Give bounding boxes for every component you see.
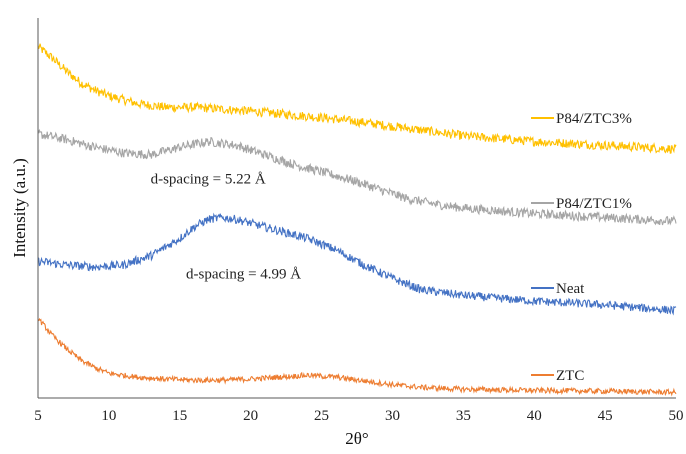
- x-tick-label: 20: [243, 408, 258, 424]
- series-line-p84-ztc3: [37, 43, 677, 154]
- y-axis-title: Intensity (a.u.): [10, 158, 29, 258]
- annotation-d-spacing-1: d-spacing = 5.22 Å: [151, 171, 266, 187]
- x-tick-label: 15: [172, 408, 187, 424]
- x-tick-label: 40: [527, 408, 542, 424]
- series-line-neat: [37, 212, 677, 316]
- x-tick-label: 25: [314, 408, 329, 424]
- legend-label-p84-ztc3: P84/ZTC3%: [556, 111, 632, 127]
- series-line-p84-ztc1: [37, 128, 677, 226]
- legend: P84/ZTC3% P84/ZTC1% Neat ZTC: [531, 111, 632, 384]
- legend-label-ztc: ZTC: [556, 368, 584, 384]
- x-tick-labels: 5 10 15 20 25 30 35 40 45 50: [34, 408, 683, 424]
- x-tick-label: 50: [669, 408, 684, 424]
- x-tick-label: 30: [385, 408, 400, 424]
- x-tick-label: 5: [34, 408, 42, 424]
- x-axis-title: 2θ°: [345, 429, 368, 448]
- series-line-ztc: [37, 317, 677, 397]
- x-tick-label: 10: [101, 408, 116, 424]
- x-tick-label: 35: [456, 408, 471, 424]
- annotation-d-spacing-2: d-spacing = 4.99 Å: [186, 266, 301, 282]
- legend-label-neat: Neat: [556, 281, 585, 297]
- series-layer: [37, 43, 677, 397]
- x-tick-label: 45: [598, 408, 613, 424]
- annotations: d-spacing = 5.22 Å d-spacing = 4.99 Å: [151, 171, 302, 282]
- legend-label-p84-ztc1: P84/ZTC1%: [556, 196, 632, 212]
